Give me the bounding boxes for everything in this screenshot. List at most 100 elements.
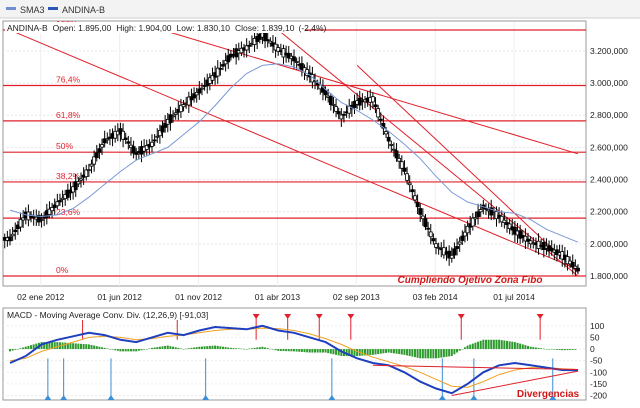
- candle-body: [292, 56, 296, 62]
- macd-hist-bar: [193, 347, 196, 350]
- macd-hist-bar: [532, 347, 535, 350]
- macd-y-tick-label: -150: [590, 379, 607, 389]
- macd-hist-bar: [9, 349, 11, 352]
- macd-hist-bar: [408, 349, 411, 357]
- macd-hist-bar: [529, 346, 532, 350]
- candle-body: [431, 238, 436, 242]
- macd-hist-bar: [229, 347, 232, 350]
- macd-hist-bar: [187, 348, 190, 350]
- macd-hist-bar: [534, 347, 537, 350]
- candle-body: [265, 39, 270, 42]
- candle-body: [276, 47, 281, 52]
- macd-hist-bar: [424, 349, 427, 359]
- macd-hist-bar: [324, 349, 327, 353]
- candle-body: [10, 233, 15, 237]
- macd-hist-bar: [487, 339, 490, 350]
- macd-hist-bar: [392, 349, 395, 354]
- candle-body: [441, 247, 446, 256]
- candle-body: [273, 43, 278, 51]
- macd-hist-bar: [490, 339, 493, 350]
- macd-hist-bar: [248, 348, 251, 350]
- macd-hist-bar: [321, 349, 324, 353]
- candle-body: [121, 130, 125, 140]
- sell-signal-marker: [347, 314, 355, 319]
- candle-body: [392, 148, 396, 151]
- macd-hist-bar: [95, 346, 98, 350]
- candle-body: [194, 91, 199, 96]
- macd-hist-bar: [537, 347, 540, 350]
- macd-hist-bar: [148, 348, 151, 350]
- macd-y-tick-label: 0: [590, 344, 595, 354]
- macd-hist-bar: [513, 342, 516, 350]
- legend-label-andina[interactable]: ANDINA-B: [62, 5, 105, 15]
- candle-body: [499, 215, 504, 223]
- sell-signal-marker: [536, 314, 544, 319]
- macd-hist-bar: [569, 349, 572, 350]
- annotation-divergences: Divergencias: [517, 389, 580, 400]
- candle-body: [389, 144, 394, 146]
- candle-body: [376, 108, 381, 118]
- macd-hist-bar: [256, 347, 259, 350]
- macd-hist-bar: [11, 349, 14, 351]
- candle-body: [50, 207, 54, 212]
- legend-swatch-andina[interactable]: [48, 7, 58, 10]
- macd-hist-bar: [448, 349, 451, 357]
- price-x-tick-label: 02 sep 2013: [333, 292, 380, 302]
- price-y-tick-label: 1.800,000: [590, 271, 628, 281]
- macd-hist-bar: [101, 347, 104, 350]
- macd-hist-bar: [471, 343, 474, 350]
- macd-hist-bar: [295, 349, 298, 352]
- price-y-axis: 3.200,000 3.000,000 2.800,000 2.600,000 2.40…: [590, 46, 628, 281]
- macd-hist-bar: [174, 347, 177, 350]
- macd-hist-bar: [435, 349, 437, 359]
- macd-hist-bar: [206, 346, 209, 350]
- candle-body: [86, 169, 91, 172]
- candle-body: [570, 261, 575, 268]
- macd-hist-bar: [43, 342, 46, 350]
- candle-body: [105, 138, 110, 141]
- macd-hist-bar: [87, 344, 90, 350]
- macd-hist-bar: [406, 349, 409, 356]
- macd-hist-bar: [521, 344, 524, 350]
- legend-swatch-sma3[interactable]: [6, 7, 16, 10]
- macd-hist-bar: [250, 348, 253, 350]
- candle-body: [92, 156, 97, 165]
- divergence-line: [372, 364, 579, 370]
- candle-body: [226, 55, 231, 63]
- price-header-bg: [5, 22, 305, 33]
- macd-hist-bar: [340, 349, 343, 357]
- macd-hist-bar: [555, 349, 558, 350]
- macd-hist-bar: [111, 349, 114, 350]
- macd-hist-bar: [511, 341, 514, 350]
- trendline: [9, 29, 579, 270]
- divergence-line: [451, 370, 579, 397]
- macd-hist-bar: [264, 347, 267, 350]
- macd-hist-bar: [235, 348, 238, 350]
- candle-body: [150, 141, 154, 147]
- candle-body: [436, 246, 441, 249]
- macd-hist-bar: [103, 347, 106, 350]
- macd-hist-bar: [93, 345, 96, 350]
- macd-hist-bar: [48, 342, 51, 350]
- macd-hist-bar: [456, 349, 459, 353]
- buy-signal-marker: [470, 395, 478, 400]
- candle-body: [473, 217, 478, 220]
- candle-body: [76, 181, 81, 185]
- candle-body: [18, 218, 23, 228]
- price-y-tick-label: 2.400,000: [590, 175, 628, 185]
- candle-body: [339, 114, 344, 120]
- macd-hist-bar: [214, 345, 217, 350]
- macd-hist-bar: [261, 346, 264, 350]
- macd-hist-bar: [35, 343, 38, 350]
- candle-body: [434, 243, 438, 248]
- macd-hist-bar: [222, 346, 224, 350]
- price-y-tick-label: 3.000,000: [590, 78, 628, 88]
- macd-hist-bar: [169, 346, 172, 350]
- macd-hist-bar: [243, 348, 246, 350]
- legend-label-sma3[interactable]: SMA3: [20, 5, 45, 15]
- candle-body: [418, 208, 423, 215]
- price-header-high: High: 1.904,00: [116, 23, 172, 33]
- macd-hist-bar: [316, 349, 319, 353]
- macd-hist-bar: [335, 349, 338, 355]
